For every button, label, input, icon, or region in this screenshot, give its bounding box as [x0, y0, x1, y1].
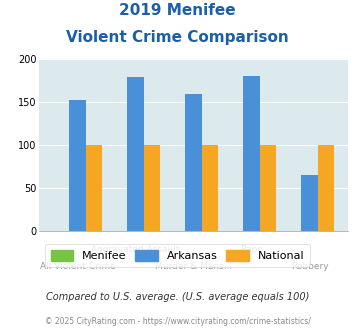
Bar [143, 145, 160, 231]
Text: Robbery: Robbery [291, 262, 328, 271]
Text: Compared to U.S. average. (U.S. average equals 100): Compared to U.S. average. (U.S. average … [46, 292, 309, 302]
Text: © 2025 CityRating.com - https://www.cityrating.com/crime-statistics/: © 2025 CityRating.com - https://www.city… [45, 317, 310, 326]
Bar [127, 78, 143, 231]
Text: Aggravated Assault: Aggravated Assault [91, 245, 180, 254]
Bar [69, 100, 86, 231]
Bar [244, 76, 260, 231]
Text: Violent Crime Comparison: Violent Crime Comparison [66, 30, 289, 45]
Text: Rape: Rape [240, 245, 263, 254]
Bar [301, 175, 318, 231]
Legend: Menifee, Arkansas, National: Menifee, Arkansas, National [45, 244, 310, 267]
Bar [318, 145, 334, 231]
Bar [185, 94, 202, 231]
Text: Murder & Mans...: Murder & Mans... [155, 262, 232, 271]
Text: 2019 Menifee: 2019 Menifee [119, 3, 236, 18]
Bar [202, 145, 218, 231]
Bar [260, 145, 276, 231]
Text: All Violent Crime: All Violent Crime [39, 262, 115, 271]
Bar [86, 145, 102, 231]
